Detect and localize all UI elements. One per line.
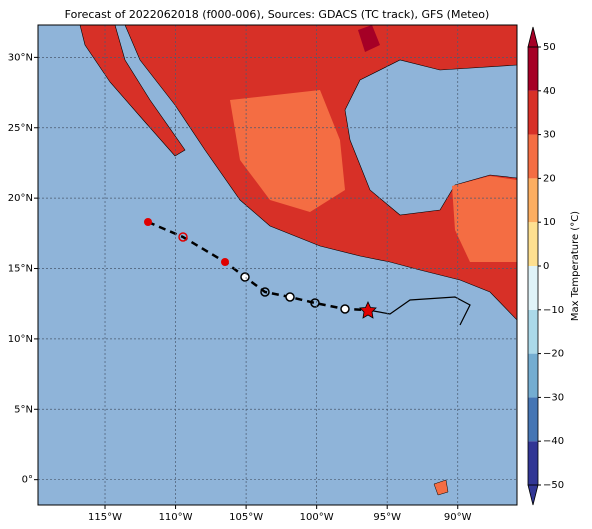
colorbar-tick-label: −30 xyxy=(543,392,564,403)
x-tick-label: 115°W xyxy=(88,512,122,523)
coast-line xyxy=(367,296,471,326)
colorbar-segment xyxy=(528,441,538,485)
colorbar-extend-bottom xyxy=(527,484,539,506)
track-point xyxy=(260,287,270,297)
map-frame xyxy=(37,24,518,506)
colorbar-tick-label: 40 xyxy=(543,86,556,97)
colorbar-tick-label: −50 xyxy=(543,480,564,491)
x-tick-label: 90°W xyxy=(444,512,472,523)
colorbar-tick-label: −40 xyxy=(543,436,564,447)
colorbar-tick-label: 0 xyxy=(543,261,549,272)
track-point xyxy=(285,292,295,302)
y-tick-label: 5°N xyxy=(14,404,33,415)
title: Forecast of 2022062018 (f000-006), Sourc… xyxy=(65,8,490,21)
y-tick-label: 30°N xyxy=(8,52,33,63)
map-area xyxy=(38,25,517,505)
y-tick-label: 25°N xyxy=(8,123,33,134)
track-point xyxy=(240,272,250,282)
x-tick-label: 100°W xyxy=(300,512,334,523)
current-position xyxy=(359,301,377,319)
central-america-warm xyxy=(452,176,517,262)
plateau-warm xyxy=(230,90,345,212)
colorbar-segment xyxy=(528,134,538,179)
colorbar-tick-label: 10 xyxy=(543,217,556,228)
y-tick-label: 10°N xyxy=(8,334,33,345)
colorbar-label: Max Temperature (°C) xyxy=(570,211,581,321)
hot-spot xyxy=(358,25,380,52)
baja-california xyxy=(79,25,186,157)
track-point xyxy=(340,304,350,314)
y-tick-label: 15°N xyxy=(8,264,33,275)
island xyxy=(433,479,449,496)
colorbar-segment xyxy=(528,47,538,91)
colorbar-tick-label: −10 xyxy=(543,305,564,316)
colorbar-segment xyxy=(528,90,538,135)
x-tick-label: 110°W xyxy=(159,512,193,523)
colorbar-tick-label: 20 xyxy=(543,173,556,184)
track-line xyxy=(147,220,369,312)
y-tick-label: 20°N xyxy=(8,193,33,204)
track-point xyxy=(310,298,320,308)
colorbar-segment xyxy=(528,353,538,398)
track-points xyxy=(144,218,377,319)
colorbar-tick-label: −20 xyxy=(543,349,564,360)
colorbar-segment xyxy=(528,222,538,266)
colorbar-extend-top xyxy=(527,26,539,48)
colorbar: 50 40 30 20 10 0 −10 −20 −30 −40 −50 Max Temperatur… xyxy=(527,26,581,506)
x-tick-label: 95°W xyxy=(373,512,401,523)
track-point xyxy=(178,232,188,242)
x-tick-label: 105°W xyxy=(229,512,263,523)
colorbar-segment xyxy=(528,178,538,223)
y-tick-label: 0° xyxy=(22,475,33,486)
colorbar-segment xyxy=(528,309,538,354)
colorbar-segment xyxy=(528,266,538,310)
track-point xyxy=(144,218,152,226)
colorbar-tick-label: 30 xyxy=(543,130,556,141)
track-point xyxy=(221,258,229,266)
grid xyxy=(38,25,517,505)
colorbar-tick-label: 50 xyxy=(543,42,556,53)
colorbar-segment xyxy=(528,397,538,442)
